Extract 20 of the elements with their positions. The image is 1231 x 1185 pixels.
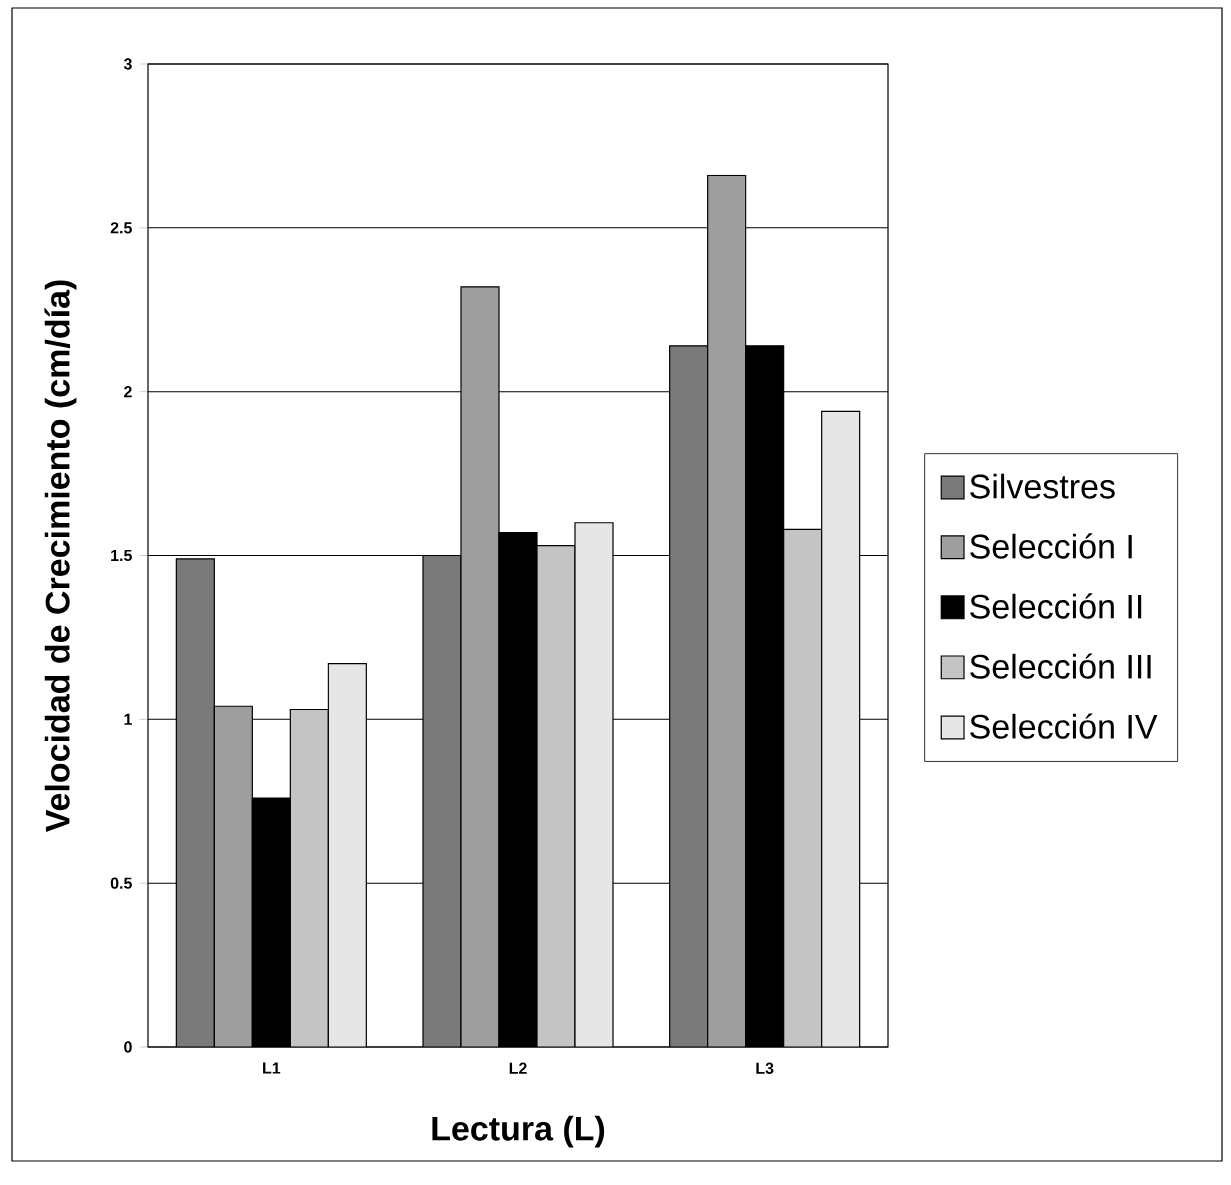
y-tick-label: 2 <box>124 386 132 398</box>
legend-label: Selección IV <box>970 713 1158 739</box>
y-tick-label: 3 <box>123 58 132 70</box>
y-axis-title: Velocidad de Crecimiento (cm/día) <box>44 280 77 833</box>
y-tick-label: 2.5 <box>110 222 132 234</box>
x-tick-label: L2 <box>509 1062 527 1074</box>
bar <box>175 558 215 1047</box>
legend-label: Selección I <box>970 533 1132 559</box>
x-tick-label: L3 <box>756 1062 774 1074</box>
y-tick-label: 1 <box>124 713 132 725</box>
y-tick-label: 1.5 <box>111 549 132 562</box>
x-tick-label: L1 <box>263 1062 281 1074</box>
y-tick-label: 0 <box>124 1041 132 1053</box>
y-tick-label: 0.5 <box>110 877 132 889</box>
legend-label: Selección III <box>970 653 1151 679</box>
legend-label: Selección II <box>970 593 1142 619</box>
bar <box>422 554 462 1047</box>
x-axis-title: Lectura (L) <box>432 1115 605 1148</box>
legend-label: Silvestres <box>970 473 1115 499</box>
bar <box>669 345 709 1047</box>
